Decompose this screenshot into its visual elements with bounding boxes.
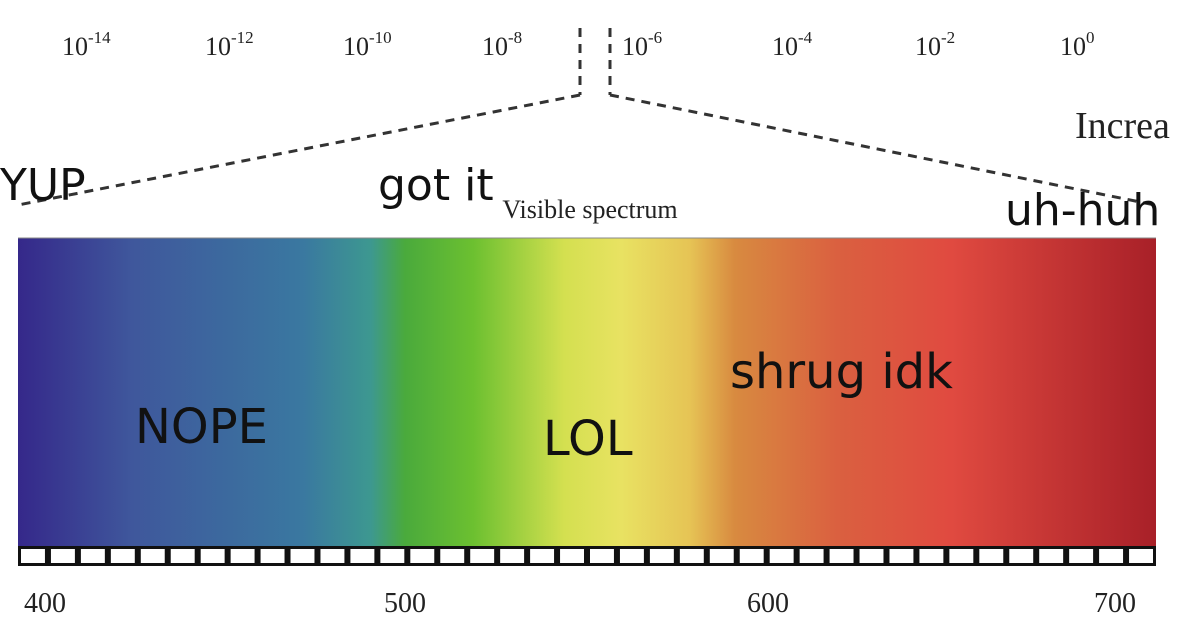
ruler-cell <box>889 549 914 563</box>
wavelength-label: 400 <box>24 588 66 619</box>
ruler-cell <box>949 549 974 563</box>
ruler-cell <box>380 549 405 563</box>
ruler-cell <box>200 549 225 563</box>
ruler-cell <box>470 549 495 563</box>
scale-base: 10 <box>772 32 798 61</box>
ruler-cell <box>619 549 644 563</box>
scale-label: 10-4 <box>772 28 813 61</box>
scale-label: 100 <box>1060 28 1095 61</box>
ruler-cell <box>21 549 45 563</box>
meme-label: got it <box>378 160 494 211</box>
ruler-cell <box>140 549 165 563</box>
scale-exponent: -14 <box>88 28 111 47</box>
ruler-cell <box>1069 549 1094 563</box>
ruler-cell <box>410 549 435 563</box>
meme-label: uh-huh <box>1005 185 1160 236</box>
meme-label: LOL <box>543 411 633 467</box>
ruler-cell <box>320 549 345 563</box>
scale-label: 10-8 <box>482 28 522 61</box>
ruler-cell <box>679 549 704 563</box>
scale-label: 10-6 <box>622 28 662 61</box>
ruler-cell <box>110 549 135 563</box>
top-scale: 10-14 10-12 10-10 10-8 10-6 10-4 10-2 100 <box>62 28 1095 61</box>
meme-label: NOPE <box>135 399 268 455</box>
ruler-cell <box>649 549 674 563</box>
ruler-cell <box>80 549 105 563</box>
scale-label: 10-10 <box>343 28 392 61</box>
ruler-cell <box>1099 549 1124 563</box>
wavelength-label: 500 <box>384 588 426 619</box>
ruler-cell <box>50 549 75 563</box>
scale-label: 10-2 <box>915 28 955 61</box>
ruler-cell <box>1039 549 1064 563</box>
ruler-cell <box>350 549 375 563</box>
scale-label: 10-12 <box>205 28 254 61</box>
ruler-cell <box>979 549 1004 563</box>
zoom-lines <box>17 28 1156 207</box>
ruler-cell <box>530 549 555 563</box>
scale-base: 10 <box>915 32 941 61</box>
ruler-cell <box>709 549 734 563</box>
ruler-cell <box>560 549 584 563</box>
scale-label: 10-14 <box>62 28 111 61</box>
scale-base: 10 <box>205 32 231 61</box>
scale-base: 10 <box>343 32 369 61</box>
ruler-cell <box>170 549 195 563</box>
ruler-cell <box>590 549 614 563</box>
ruler-cell <box>1009 549 1034 563</box>
wavelength-axis: 400 500 600 700 <box>24 588 1136 619</box>
scale-exponent: -2 <box>941 28 955 47</box>
scale-base: 10 <box>1060 32 1086 61</box>
ruler-cell <box>829 549 854 563</box>
ruler-cell <box>1129 549 1153 563</box>
ruler-cell <box>799 549 824 563</box>
caption: Visible spectrum <box>502 195 677 224</box>
ruler-cell <box>440 549 465 563</box>
scale-base: 10 <box>482 32 508 61</box>
meme-label: shrug idk <box>730 344 953 400</box>
scale-exponent: -12 <box>231 28 254 47</box>
scale-base: 10 <box>62 32 88 61</box>
ruler-cell <box>290 549 315 563</box>
meme-label: YUP <box>0 160 86 211</box>
ruler-cell <box>739 549 764 563</box>
ruler-cell <box>769 549 794 563</box>
scale-exponent: -4 <box>798 28 813 47</box>
scale-exponent: -10 <box>369 28 392 47</box>
ruler-cell <box>500 549 525 563</box>
spectrum-bar <box>18 238 1156 546</box>
ruler <box>18 546 1156 566</box>
scale-exponent: 0 <box>1086 28 1095 47</box>
scale-exponent: -6 <box>648 28 662 47</box>
scale-base: 10 <box>622 32 648 61</box>
ruler-cell <box>859 549 884 563</box>
scale-exponent: -8 <box>508 28 522 47</box>
wavelength-label: 600 <box>747 588 789 619</box>
wavelength-label: 700 <box>1094 588 1136 619</box>
ruler-cell <box>919 549 944 563</box>
ruler-cell <box>260 549 285 563</box>
side-note: Increa <box>1075 105 1170 147</box>
ruler-cell <box>230 549 255 563</box>
